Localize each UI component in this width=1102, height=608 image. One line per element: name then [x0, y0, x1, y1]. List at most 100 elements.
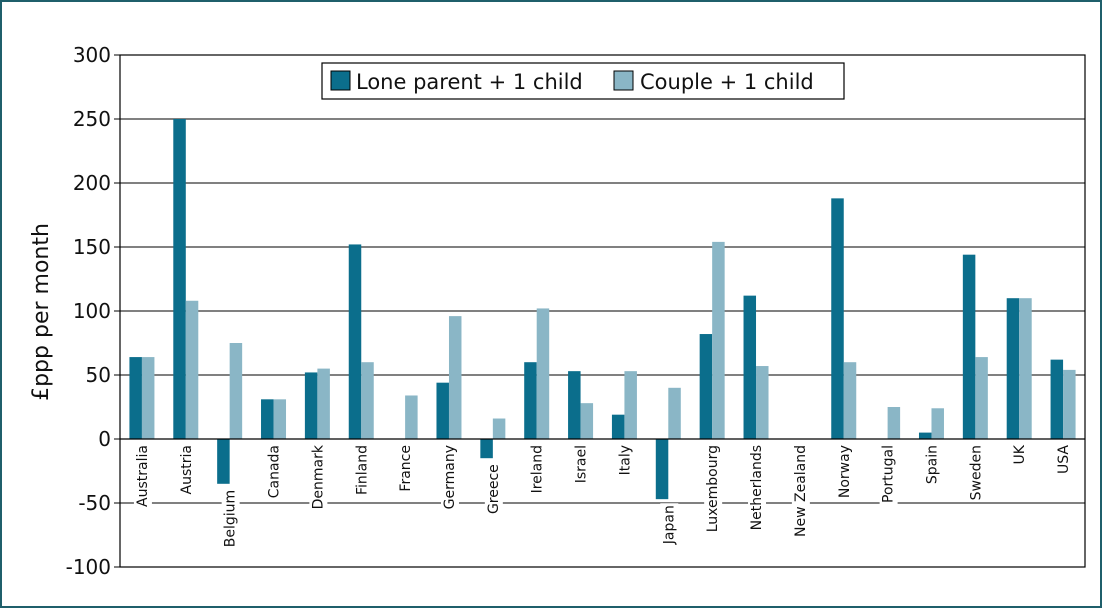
bar-portugal-couple — [887, 407, 901, 439]
category-label-background — [967, 443, 986, 503]
category-label-background — [923, 443, 942, 487]
legend-swatch-lone-parent — [330, 70, 351, 91]
category-label-background — [221, 487, 240, 550]
category-label-background — [879, 443, 898, 505]
bar-germany-lone-parent — [436, 382, 449, 439]
bar-belgium-lone-parent — [217, 439, 230, 484]
bar-denmark-couple — [317, 368, 330, 439]
bar-luxembourg-couple — [712, 241, 725, 439]
bar-ireland-lone-parent — [524, 362, 537, 439]
bar-austria-lone-parent — [173, 119, 186, 439]
bar-austria-couple — [185, 300, 199, 439]
bar-sweden-lone-parent — [962, 254, 976, 439]
category-label-new-zealand: New Zealand — [793, 445, 809, 537]
category-label-group: Canada — [265, 443, 284, 501]
category-label-spain: Spain — [924, 445, 940, 484]
category-label-group: Norway — [835, 443, 854, 501]
bar-israel-couple — [580, 403, 594, 439]
bar-luxembourg-lone-parent — [699, 334, 713, 439]
category-label-group: Austria — [177, 443, 196, 497]
category-label-group: Israel — [572, 443, 591, 486]
bar-greece-lone-parent — [480, 439, 493, 459]
category-label-norway: Norway — [837, 445, 853, 498]
legend-label-lone-parent: Lone parent + 1 child — [356, 70, 583, 94]
bar-uk-lone-parent — [1006, 298, 1020, 439]
category-label-background — [133, 443, 152, 509]
category-label-background — [835, 443, 854, 501]
category-label-austria: Austria — [179, 445, 195, 494]
category-label-background — [309, 442, 328, 512]
category-label-background — [616, 443, 635, 478]
category-label-japan: Japan — [661, 505, 677, 545]
bar-japan-lone-parent — [655, 439, 669, 500]
bar-netherlands-lone-parent — [743, 295, 757, 439]
bar-norway-lone-parent — [831, 198, 844, 439]
category-label-group: Spain — [923, 443, 942, 487]
y-tick-label: -50 — [78, 491, 111, 515]
category-label-background — [748, 443, 767, 533]
bar-ireland-couple — [536, 308, 550, 439]
category-label-sweden: Sweden — [968, 445, 984, 500]
legend: Lone parent + 1 child Couple + 1 child — [321, 62, 845, 100]
category-label-group: Belgium — [221, 487, 240, 550]
category-label-group: New Zealand — [791, 443, 810, 539]
category-label-background — [484, 462, 503, 517]
category-label-background — [1055, 442, 1074, 476]
category-label-group: Denmark — [309, 442, 328, 512]
bar-spain-couple — [931, 408, 944, 439]
category-label-group: Germany — [440, 443, 459, 512]
category-label-background — [791, 443, 810, 539]
y-tick-label: 200 — [73, 171, 111, 195]
category-label-background — [397, 443, 416, 494]
bar-italy-couple — [624, 371, 637, 439]
bar-france-couple — [405, 395, 418, 439]
bar-canada-couple — [273, 399, 287, 439]
axis-layer: 300 250 200 150 100 50 0 -50 -100 — [66, 43, 1086, 579]
category-label-finland: Finland — [354, 445, 370, 495]
grid-layer — [120, 54, 1085, 568]
bar-netherlands-couple — [756, 366, 769, 439]
category-label-greece: Greece — [486, 464, 502, 514]
category-label-background — [1011, 442, 1030, 467]
bar-italy-lone-parent — [611, 414, 625, 439]
y-tick-label: 300 — [73, 43, 111, 67]
category-label-ireland: Ireland — [530, 445, 546, 493]
bar-usa-couple — [1063, 369, 1076, 439]
bar-australia-couple — [141, 357, 155, 439]
category-label-group: Portugal — [879, 443, 898, 505]
category-label-background — [177, 443, 196, 497]
category-label-group: Finland — [353, 443, 372, 498]
bar-spain-lone-parent — [918, 432, 932, 439]
category-label-background — [265, 443, 284, 501]
category-label-uk: UK — [1012, 444, 1028, 464]
bar-greece-couple — [492, 418, 506, 439]
category-label-canada: Canada — [267, 445, 283, 498]
bar-japan-couple — [668, 387, 681, 439]
y-tick-label: 250 — [73, 107, 111, 131]
plot-area — [119, 54, 1086, 568]
category-label-netherlands: Netherlands — [749, 445, 765, 530]
category-label-group: UK — [1011, 442, 1030, 467]
legend-label-couple: Couple + 1 child — [640, 70, 814, 94]
bar-usa-lone-parent — [1050, 359, 1064, 439]
bar-germany-couple — [448, 316, 462, 439]
category-label-group: Australia — [133, 443, 152, 509]
category-labels: Australia Austria Belgium Canada Denmark Finl… — [133, 442, 1074, 550]
category-label-background — [440, 443, 459, 512]
category-label-background — [572, 443, 591, 486]
category-label-germany: Germany — [442, 445, 458, 509]
bar-canada-lone-parent — [261, 399, 274, 439]
category-label-portugal: Portugal — [881, 445, 897, 503]
category-label-group: France — [397, 443, 416, 494]
bar-israel-lone-parent — [568, 371, 581, 439]
category-label-israel: Israel — [574, 445, 590, 483]
bar-belgium-couple — [229, 343, 243, 439]
bar-australia-lone-parent — [129, 357, 142, 439]
legend-box — [321, 62, 845, 100]
y-tick-label: 50 — [86, 363, 111, 387]
category-label-background — [353, 443, 372, 498]
bar-sweden-couple — [975, 357, 988, 439]
category-label-background — [704, 443, 723, 535]
